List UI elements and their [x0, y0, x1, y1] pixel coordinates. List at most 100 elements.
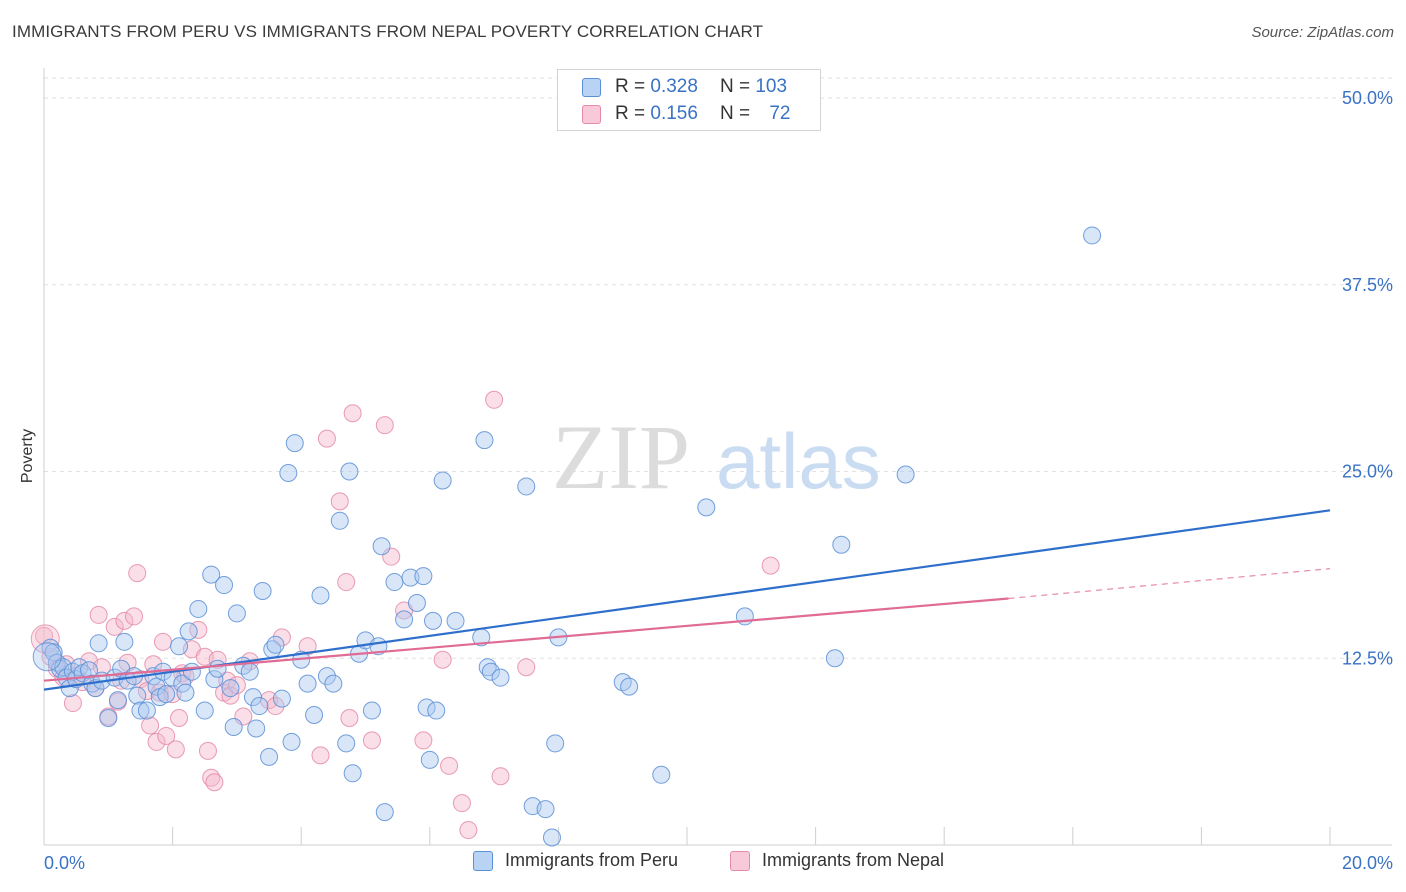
nepal-point-29 — [166, 740, 185, 759]
nepal-point-27 — [157, 726, 176, 745]
nepal-point-26 — [153, 632, 172, 651]
peru-point-74 — [375, 803, 394, 822]
peru-point-47 — [240, 662, 259, 681]
legend-r-value-peru: 0.328 — [650, 76, 698, 97]
nepal-point-57 — [375, 416, 394, 435]
peru-point-71 — [362, 701, 381, 720]
legend-swatch-peru — [582, 77, 601, 97]
peru-point-32 — [170, 637, 189, 656]
peru-point-50 — [250, 697, 269, 716]
nepal-point-51 — [317, 429, 336, 448]
peru-point-9 — [70, 658, 89, 677]
y-tick-label-3: 50.0% — [1342, 88, 1393, 108]
peru-point-54 — [266, 635, 285, 654]
peru-point-99 — [652, 765, 671, 784]
peru-point-87 — [475, 431, 494, 450]
series-label-nepal: Immigrants from Nepal — [762, 850, 945, 870]
peru-point-98 — [620, 677, 639, 696]
peru-point-4 — [54, 658, 73, 677]
correlation-legend: R = 0.328 N = 103 R = 0.156 N = 72 — [557, 69, 821, 131]
nepal-trend-extension — [1008, 568, 1331, 600]
peru-point-73 — [372, 537, 391, 556]
nepal-point-63 — [452, 794, 471, 813]
peru-point-68 — [343, 764, 362, 783]
watermark-atlas: atlas — [716, 417, 881, 505]
y-tick-label-2: 37.5% — [1342, 275, 1393, 295]
peru-point-cluster — [32, 642, 62, 672]
nepal-point-42 — [221, 686, 240, 705]
peru-point-60 — [298, 674, 317, 693]
peru-point-91 — [517, 477, 536, 496]
peru-point-67 — [340, 462, 359, 481]
peru-point-63 — [317, 667, 336, 686]
peru-point-49 — [247, 719, 266, 738]
nepal-point-19 — [128, 564, 147, 583]
nepal-point-38 — [205, 773, 224, 792]
legend-r-value-nepal: 0.156 — [650, 103, 698, 124]
peru-point-41 — [208, 659, 227, 678]
nepal-point-61 — [433, 650, 452, 669]
peru-trend-line — [43, 509, 1331, 691]
series-swatch-peru — [473, 850, 493, 871]
peru-point-64 — [324, 674, 343, 693]
nepal-point-25 — [150, 683, 169, 702]
chart-title: IMMIGRANTS FROM PERU VS IMMIGRANTS FROM … — [12, 22, 764, 41]
peru-point-76 — [395, 610, 414, 629]
peru-point-24 — [131, 701, 150, 720]
peru-point-90 — [491, 668, 510, 687]
peru-point-75 — [385, 573, 404, 592]
peru-point-20 — [115, 632, 134, 651]
legend-swatch-nepal — [582, 104, 601, 124]
peru-point-81 — [420, 750, 439, 769]
nepal-point-50 — [311, 746, 330, 765]
nepal-point-10 — [89, 605, 108, 624]
legend-r-label: R = — [615, 76, 646, 97]
legend-row-nepal: R = 0.156 N = 72 — [582, 102, 790, 126]
grid-lines — [44, 77, 1392, 659]
peru-point-48 — [243, 688, 262, 707]
peru-point-82 — [424, 611, 443, 630]
peru-point-84 — [433, 471, 452, 490]
peru-point-94 — [542, 828, 561, 847]
peru-point-18 — [108, 691, 127, 710]
nepal-point-68 — [761, 556, 780, 575]
peru-point-36 — [182, 662, 201, 681]
series-legend-nepal[interactable]: Immigrants from Nepal — [730, 850, 944, 871]
trend-lines — [43, 509, 1331, 691]
nepal-point-67 — [517, 658, 536, 677]
peru-point-37 — [189, 599, 208, 618]
peru-point-45 — [227, 604, 246, 623]
peru-point-44 — [224, 717, 243, 736]
nepal-point-60 — [414, 731, 433, 750]
peru-point-52 — [260, 747, 279, 766]
peru-point-55 — [272, 689, 291, 708]
peru-point-62 — [311, 586, 330, 605]
nepal-trend-line — [43, 597, 1009, 682]
series-legend-peru[interactable]: Immigrants from Peru — [473, 850, 678, 871]
peru-point-85 — [446, 611, 465, 630]
peru-point-78 — [407, 593, 426, 612]
peru-point-79 — [414, 567, 433, 586]
peru-point-80 — [417, 698, 436, 717]
peru-point-40 — [205, 670, 224, 689]
nepal-point-18 — [125, 607, 144, 626]
peru-point-51 — [253, 582, 272, 601]
peru-point-56 — [282, 732, 301, 751]
peru-point-65 — [330, 511, 349, 530]
legend-r-label: R = — [615, 103, 646, 124]
peru-point-61 — [305, 706, 324, 725]
nepal-point-66 — [491, 767, 510, 786]
legend-n-label: N = — [719, 76, 751, 97]
nepal-point-5 — [63, 694, 82, 713]
nepal-point-65 — [485, 390, 504, 409]
peru-point-58 — [279, 463, 298, 482]
axes — [43, 68, 1392, 846]
peru-point-35 — [179, 622, 198, 641]
nepal-points — [30, 390, 780, 840]
nepal-point-55 — [343, 404, 362, 423]
nepal-point-16 — [115, 611, 134, 630]
legend-n-value-peru: 103 — [755, 76, 788, 97]
series-legend: Immigrants from Peru Immigrants from Nep… — [0, 850, 1406, 878]
nepal-point-62 — [440, 756, 459, 775]
nepal-point-36 — [198, 741, 217, 760]
